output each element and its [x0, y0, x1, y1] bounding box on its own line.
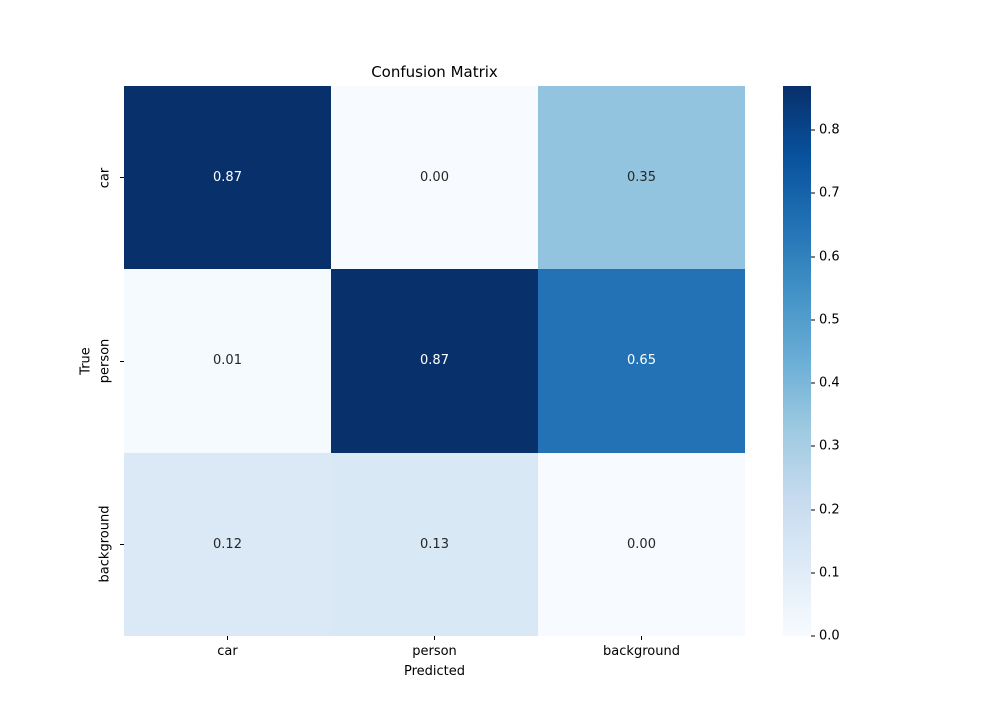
colorbar-tick: 0.7	[811, 187, 840, 200]
colorbar-tick-label: 0.5	[819, 312, 840, 328]
y-tick-mark	[120, 544, 124, 545]
colorbar-tick-mark	[811, 382, 815, 384]
colorbar-tick-label: 0.7	[819, 185, 840, 201]
x-axis-label: Predicted	[403, 664, 466, 679]
colorbar-tick: 0.3	[811, 440, 840, 453]
colorbar-tick-label: 0.1	[819, 565, 840, 581]
heatmap-cell-car-car: 0.87	[124, 86, 331, 270]
heatmap-cell-background-person: 0.13	[331, 452, 538, 636]
colorbar-tick-mark	[811, 256, 815, 258]
colorbar-tick: 0.2	[811, 503, 840, 516]
colorbar-ticks: 0.0 0.1 0.2 0.3 0.4 0.5 0.6 0.7 0.8	[811, 86, 871, 643]
colorbar-tick-label: 0.0	[819, 628, 840, 644]
colorbar-tick-label: 0.8	[819, 122, 840, 138]
y-tick-mark	[120, 361, 124, 362]
colorbar-tick-mark	[811, 509, 815, 511]
y-axis-label: True	[78, 347, 94, 375]
colorbar-tick-mark	[811, 319, 815, 321]
x-tick-label-background: background	[603, 644, 680, 659]
colorbar-tick-label: 0.6	[819, 249, 840, 265]
heatmap-cell-background-car: 0.12	[124, 452, 331, 636]
colorbar-tick: 0.1	[811, 566, 840, 579]
y-tick-label-background: background	[97, 505, 113, 583]
heatmap-cell-car-background: 0.35	[538, 86, 745, 270]
colorbar-tick: 0.5	[811, 313, 840, 326]
colorbar-tick: 0.4	[811, 377, 840, 390]
colorbar-tick-mark	[811, 129, 815, 131]
colorbar-tick: 0.0	[811, 630, 840, 643]
colorbar-tick-mark	[811, 445, 815, 447]
heatmap-cell-car-person: 0.00	[331, 86, 538, 270]
colorbar-tick-mark	[811, 635, 815, 637]
heatmap-cell-person-car: 0.01	[124, 269, 331, 453]
y-tick-label-car: car	[97, 167, 113, 188]
colorbar-tick-mark	[811, 572, 815, 574]
heatmap-cell-background-background: 0.00	[538, 452, 745, 636]
colorbar-tick-label: 0.2	[819, 502, 840, 518]
x-tick-mark	[227, 636, 228, 640]
y-tick-mark	[120, 177, 124, 178]
heatmap-cell-person-person: 0.87	[331, 269, 538, 453]
x-tick-mark	[434, 636, 435, 640]
colorbar	[783, 86, 811, 636]
heatmap-grid: 0.87 0.00 0.35 0.01 0.87 0.65 0.12 0.13 …	[124, 86, 745, 636]
y-tick-label-person: person	[97, 338, 113, 384]
colorbar-tick: 0.6	[811, 250, 840, 263]
colorbar-tick-label: 0.3	[819, 438, 840, 454]
colorbar-tick-label: 0.4	[819, 375, 840, 391]
chart-title: Confusion Matrix	[371, 63, 498, 81]
colorbar-tick: 0.8	[811, 124, 840, 137]
x-tick-label-car: car	[217, 644, 238, 659]
colorbar-tick-mark	[811, 192, 815, 194]
heatmap-cell-person-background: 0.65	[538, 269, 745, 453]
x-tick-mark	[641, 636, 642, 640]
x-tick-label-person: person	[412, 644, 457, 659]
